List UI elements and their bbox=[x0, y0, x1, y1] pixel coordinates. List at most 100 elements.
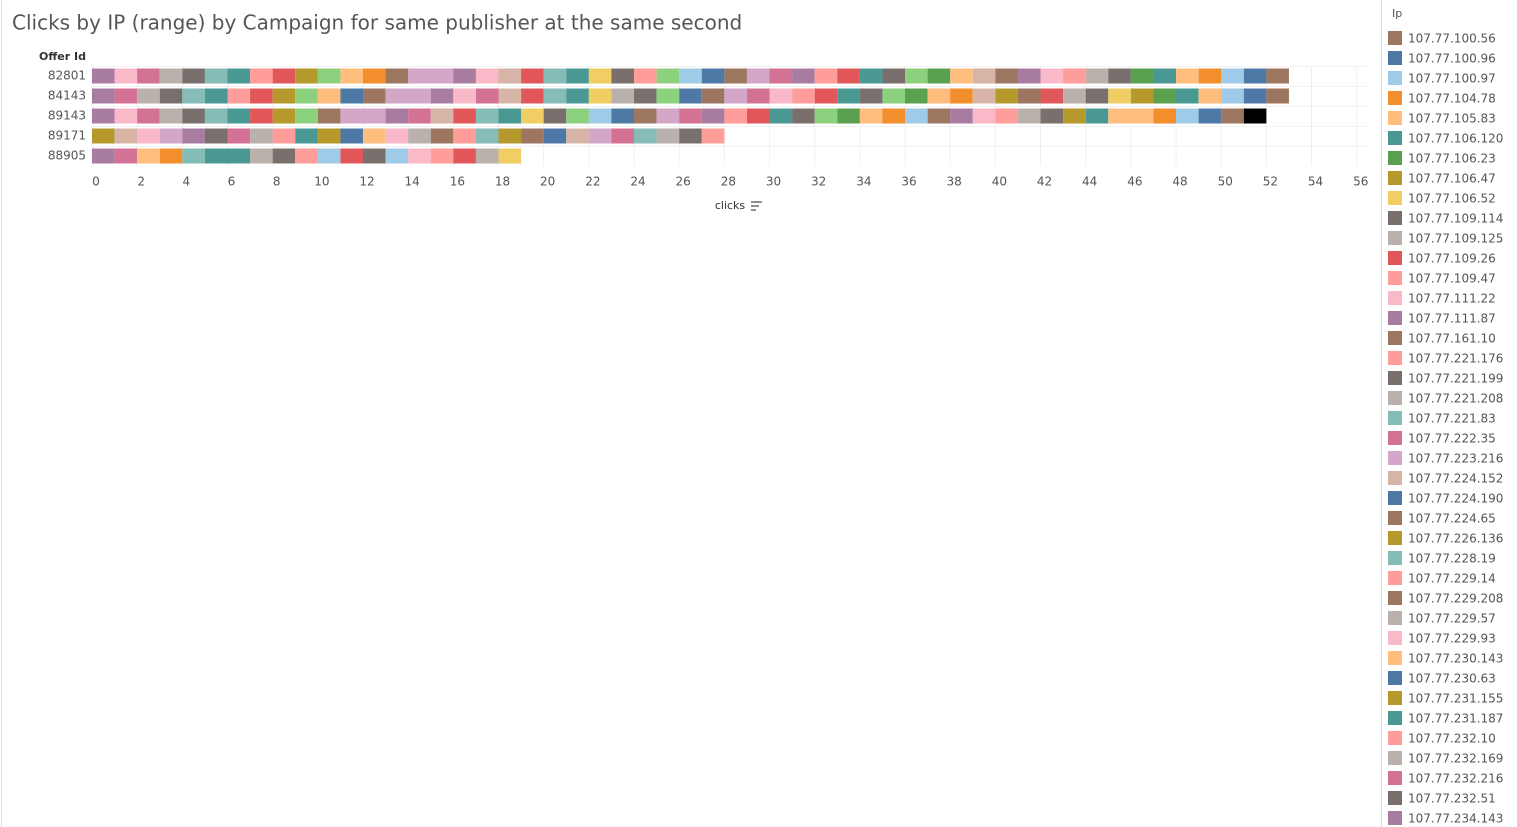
legend-swatch bbox=[1388, 751, 1402, 765]
bar-segment bbox=[159, 68, 183, 84]
x-tick-label: 12 bbox=[359, 175, 374, 189]
bar-segment bbox=[92, 148, 115, 164]
bar-segment bbox=[1243, 68, 1267, 84]
bar-segment bbox=[159, 88, 183, 104]
bar-segment bbox=[340, 108, 386, 124]
bar-segment bbox=[453, 148, 476, 164]
legend-swatch bbox=[1388, 431, 1402, 445]
legend-label: 107.77.161.10 bbox=[1408, 332, 1496, 346]
legend-label: 107.77.221.176 bbox=[1408, 352, 1503, 366]
legend-label: 107.77.100.96 bbox=[1408, 52, 1496, 66]
bar-segment bbox=[430, 108, 454, 124]
bar-segment bbox=[882, 108, 906, 124]
bar-segment bbox=[972, 88, 996, 104]
bar-segment bbox=[498, 108, 522, 124]
legend-swatch bbox=[1388, 791, 1402, 805]
bar-segment bbox=[430, 88, 454, 104]
bar-segment bbox=[250, 128, 273, 144]
bar-segment bbox=[1266, 88, 1289, 104]
bar-segment bbox=[1085, 68, 1109, 84]
bar-segment bbox=[475, 88, 499, 104]
bar-segment bbox=[837, 68, 860, 84]
bar-segment bbox=[317, 128, 341, 144]
legend-label: 107.77.100.97 bbox=[1408, 72, 1496, 86]
legend-swatch bbox=[1388, 471, 1402, 485]
bar-segment bbox=[1176, 108, 1199, 124]
bar-segment bbox=[1153, 88, 1177, 104]
legend-swatch bbox=[1388, 211, 1402, 225]
legend-label: 107.77.106.47 bbox=[1408, 172, 1496, 186]
y-tick-label: 89171 bbox=[48, 129, 86, 143]
legend-swatch bbox=[1388, 711, 1402, 725]
bar-segment bbox=[611, 68, 635, 84]
x-tick-label: 16 bbox=[450, 175, 465, 189]
sort-icon[interactable] bbox=[751, 201, 762, 211]
bar-segment bbox=[159, 148, 183, 164]
bar-segment bbox=[679, 68, 702, 84]
bar-segment bbox=[769, 68, 793, 84]
bar-segment bbox=[317, 68, 341, 84]
bar-segment bbox=[159, 108, 183, 124]
bar-segment bbox=[340, 128, 364, 144]
legend-label: 107.77.109.125 bbox=[1408, 232, 1503, 246]
x-tick-label: 24 bbox=[630, 175, 645, 189]
x-tick-label: 8 bbox=[273, 175, 281, 189]
bar-segment bbox=[1198, 108, 1222, 124]
bar-segment bbox=[1198, 88, 1222, 104]
x-tick-label: 30 bbox=[766, 175, 781, 189]
bar-segment bbox=[1017, 88, 1041, 104]
legend-label: 107.77.109.114 bbox=[1408, 212, 1503, 226]
bar-segment bbox=[611, 128, 635, 144]
legend-label: 107.77.228.19 bbox=[1408, 552, 1496, 566]
legend-label: 107.77.232.169 bbox=[1408, 752, 1503, 766]
x-tick-label: 20 bbox=[540, 175, 555, 189]
bar-segment bbox=[204, 148, 251, 164]
bar-segment bbox=[453, 68, 476, 84]
bar-segment bbox=[724, 88, 747, 104]
bar-segment bbox=[182, 68, 205, 84]
bar-segment bbox=[543, 88, 567, 104]
bar-segment bbox=[1085, 108, 1109, 124]
legend-label: 107.77.229.93 bbox=[1408, 632, 1496, 646]
bar-segment bbox=[114, 108, 138, 124]
x-axis-title: clicks bbox=[715, 199, 746, 212]
bar-segment bbox=[475, 128, 499, 144]
legend-label: 107.77.109.47 bbox=[1408, 272, 1496, 286]
x-tick-label: 40 bbox=[992, 175, 1007, 189]
legend-label: 107.77.106.52 bbox=[1408, 192, 1496, 206]
bar-segment bbox=[114, 148, 138, 164]
bar-segment bbox=[679, 128, 702, 144]
bar-segment bbox=[634, 68, 657, 84]
legend-label: 107.77.221.83 bbox=[1408, 412, 1496, 426]
bar-segment bbox=[1243, 108, 1267, 124]
x-tick-label: 34 bbox=[856, 175, 871, 189]
legend-swatch bbox=[1388, 111, 1402, 125]
legend-label: 107.77.231.187 bbox=[1408, 712, 1503, 726]
bar-segment bbox=[1130, 68, 1154, 84]
bar-segment bbox=[408, 68, 454, 84]
bar-segment bbox=[137, 88, 160, 104]
bar-segment bbox=[814, 108, 838, 124]
legend-label: 107.77.231.155 bbox=[1408, 692, 1503, 706]
bar-segment bbox=[137, 68, 160, 84]
legend-swatch bbox=[1388, 311, 1402, 325]
legend-swatch bbox=[1388, 231, 1402, 245]
legend-label: 107.77.111.22 bbox=[1408, 292, 1496, 306]
bar-segment bbox=[182, 128, 205, 144]
bar-segment bbox=[611, 108, 635, 124]
bar-segment bbox=[498, 88, 522, 104]
legend-swatch bbox=[1388, 511, 1402, 525]
x-tick-label: 0 bbox=[92, 175, 100, 189]
bar-segment bbox=[182, 148, 205, 164]
bar-segment bbox=[182, 88, 205, 104]
bar-segment bbox=[363, 128, 386, 144]
bar-segment bbox=[295, 128, 318, 144]
x-tick-label: 56 bbox=[1353, 175, 1368, 189]
bar-segment bbox=[792, 68, 815, 84]
bar-segment bbox=[250, 88, 273, 104]
bar-segment bbox=[475, 108, 499, 124]
bar-segment bbox=[204, 88, 228, 104]
x-tick-label: 18 bbox=[495, 175, 510, 189]
legend-swatch bbox=[1388, 51, 1402, 65]
